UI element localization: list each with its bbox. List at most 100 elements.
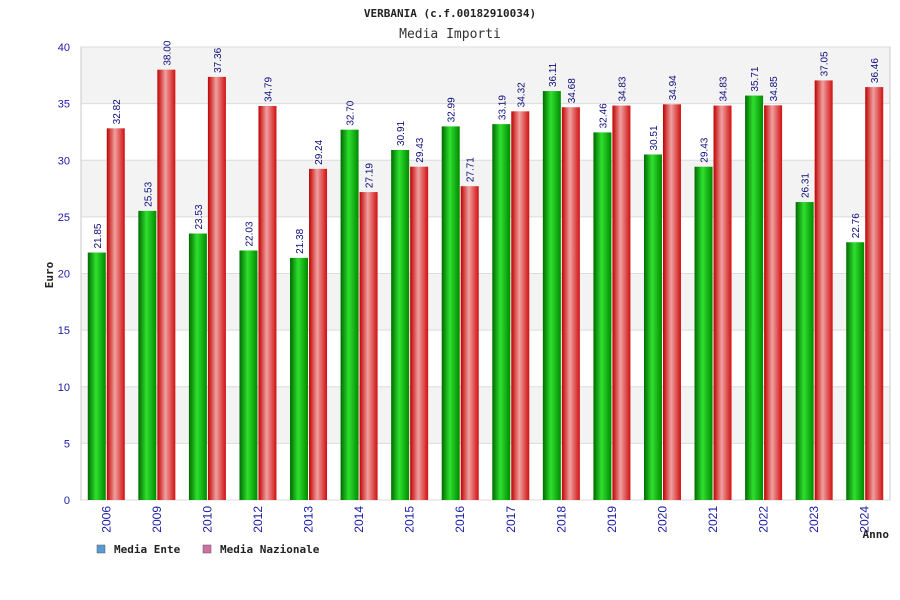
bar-media-ente [290, 257, 309, 500]
x-tick-label: 2021 [706, 506, 720, 533]
value-label: 27.71 [466, 157, 477, 182]
bar-media-ente [846, 242, 865, 501]
value-label: 30.51 [649, 125, 660, 150]
y-tick-label: 35 [58, 99, 70, 111]
y-tick-label: 40 [58, 42, 70, 54]
value-label: 34.85 [769, 76, 780, 101]
bar-media-ente [694, 166, 713, 500]
legend: Media Ente Media Nazionale [96, 543, 320, 556]
bar-media-ente [188, 233, 207, 500]
legend-label: Media Nazionale [220, 543, 320, 556]
value-label: 36.46 [870, 58, 881, 83]
chart-title: VERBANIA (c.f.00182910034) [364, 7, 536, 20]
x-axis-ticks: 2006 2009 2010 2012 2013 2014 2015 2016 2017 2018… [99, 506, 871, 533]
value-label: 29.24 [314, 139, 325, 164]
value-label: 25.53 [143, 181, 154, 206]
bars [87, 69, 884, 501]
y-tick-label: 10 [58, 382, 70, 394]
legend-swatch [96, 544, 106, 554]
x-tick-label: 2023 [807, 506, 821, 533]
value-label: 34.32 [516, 82, 527, 107]
x-tick-label: 2016 [453, 506, 467, 533]
bar-media-nazionale [258, 106, 277, 501]
value-label: 29.43 [700, 137, 711, 162]
bar-media-ente [441, 126, 460, 501]
bar-media-nazionale [764, 105, 783, 500]
value-label: 32.70 [346, 100, 357, 125]
value-label: 34.68 [567, 78, 578, 103]
value-label: 29.43 [415, 137, 426, 162]
x-tick-label: 2009 [150, 506, 164, 533]
y-tick-label: 25 [58, 212, 70, 224]
bar-media-nazionale [814, 80, 833, 500]
bar-media-nazionale [359, 192, 378, 501]
bar-media-nazionale [662, 104, 681, 500]
bar-media-ente [492, 124, 511, 500]
bar-media-ente [795, 202, 814, 500]
bar-media-nazionale [410, 166, 429, 500]
bar-media-nazionale [561, 107, 580, 501]
value-label: 22.03 [244, 221, 255, 246]
y-axis-ticks: 0 5 10 15 20 25 30 35 40 [58, 42, 70, 507]
x-tick-label: 2010 [200, 506, 214, 533]
x-tick-label: 2022 [757, 506, 771, 533]
bar-media-ente [138, 210, 157, 501]
x-tick-label: 2015 [403, 506, 417, 533]
bar-media-nazionale [309, 168, 328, 500]
value-label: 37.36 [213, 47, 224, 72]
value-label: 32.46 [598, 103, 609, 128]
y-tick-label: 5 [64, 438, 70, 450]
value-label: 37.05 [820, 51, 831, 76]
legend-label: Media Ente [114, 543, 181, 556]
value-label: 36.11 [548, 62, 559, 87]
x-axis-label: Anno [863, 528, 890, 541]
value-label: 23.53 [194, 204, 205, 229]
value-label: 32.99 [447, 97, 458, 122]
value-label: 32.82 [112, 99, 123, 124]
bar-media-ente [542, 91, 561, 500]
x-tick-label: 2024 [858, 506, 872, 533]
y-tick-label: 20 [58, 269, 70, 281]
bar-media-nazionale [207, 76, 226, 500]
bar-media-ente [239, 250, 258, 500]
x-tick-label: 2017 [504, 506, 518, 533]
bar-media-ente [643, 154, 662, 500]
value-label: 35.71 [750, 66, 761, 91]
x-tick-label: 2018 [554, 506, 568, 533]
value-label: 21.38 [295, 228, 306, 253]
bar-media-ente [87, 252, 106, 500]
bar-media-nazionale [713, 105, 732, 501]
bar-media-ente [340, 129, 359, 501]
x-tick-label: 2006 [99, 506, 113, 533]
value-label: 34.79 [263, 77, 274, 102]
y-tick-label: 30 [58, 155, 70, 167]
x-tick-label: 2012 [251, 506, 265, 533]
value-label: 27.19 [365, 163, 376, 188]
value-label: 34.83 [719, 76, 730, 101]
x-tick-label: 2013 [302, 506, 316, 533]
value-label: 30.91 [396, 120, 407, 145]
legend-swatch [202, 544, 212, 554]
bar-media-nazionale [460, 186, 479, 500]
bar-media-nazionale [157, 69, 176, 501]
value-label: 38.00 [162, 40, 173, 65]
chart-subtitle: Media Importi [399, 27, 501, 42]
value-label: 34.83 [617, 76, 628, 101]
value-label: 33.19 [497, 95, 508, 120]
value-label: 34.94 [668, 75, 679, 100]
x-tick-label: 2019 [605, 506, 619, 533]
bar-media-nazionale [511, 111, 530, 501]
bar-media-ente [391, 149, 410, 500]
value-label: 21.85 [93, 223, 104, 248]
bar-media-nazionale [612, 105, 631, 501]
y-tick-label: 15 [58, 325, 70, 337]
bar-media-nazionale [106, 128, 125, 500]
y-axis-label: Euro [43, 261, 56, 288]
value-label: 22.76 [851, 213, 862, 238]
value-label: 26.31 [801, 173, 812, 198]
y-tick-label: 0 [64, 495, 70, 507]
value-labels: 21.85 32.82 25.53 38.00 23.53 37.36 22.03 34.79… [93, 40, 881, 254]
x-tick-label: 2014 [352, 506, 366, 533]
x-tick-label: 2020 [655, 506, 669, 533]
